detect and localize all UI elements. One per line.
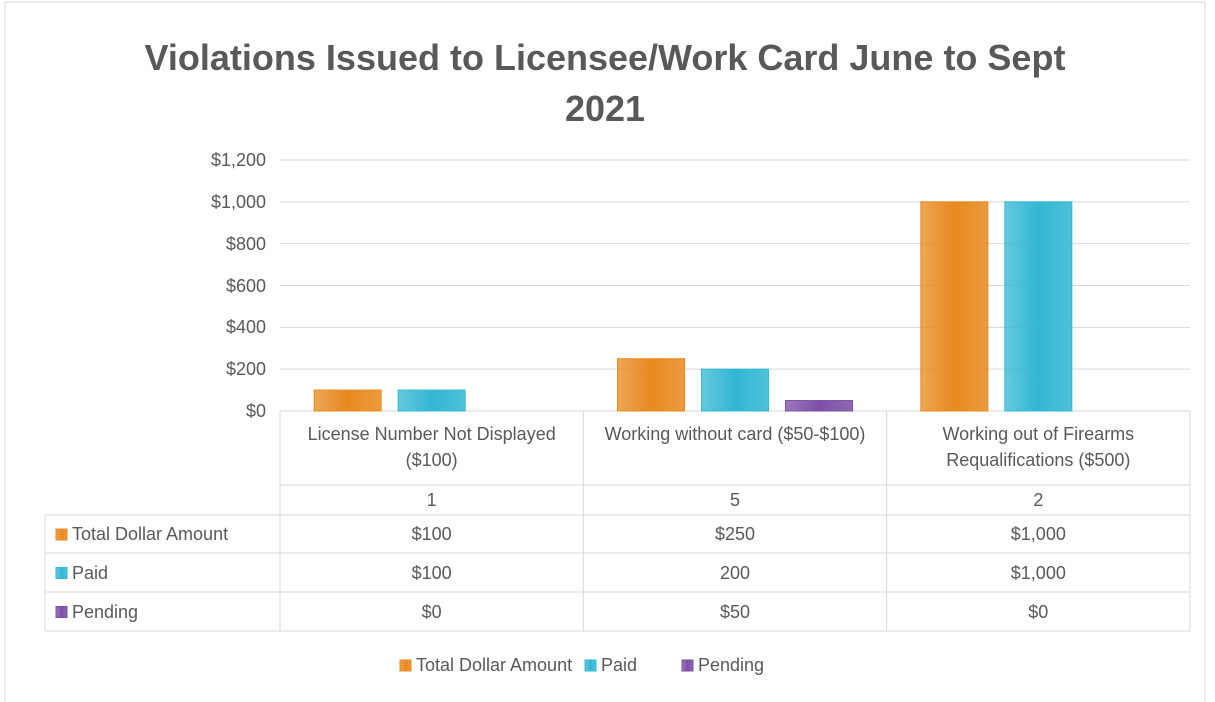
table-value: $0 (421, 601, 442, 622)
table-value: $250 (714, 524, 756, 544)
x-sub-label: 1 (426, 490, 437, 510)
table-value: $50 (719, 601, 751, 622)
bar (617, 358, 685, 412)
legend-key (681, 659, 694, 672)
table-value: $100 (411, 524, 452, 544)
table-value: $1,000 (1010, 524, 1066, 544)
legend-key (55, 606, 68, 618)
y-tick-label: $1,200 (210, 150, 266, 170)
bar (920, 201, 989, 412)
table-value: $100 (411, 562, 452, 583)
chart-title: Violations Issued to Licensee/Work Card … (144, 37, 1066, 129)
y-tick-label: $800 (225, 233, 266, 254)
bar (313, 389, 382, 412)
table-value: $0 (1028, 601, 1049, 622)
x-tick-label: Working out of Firearms Requalifications… (942, 424, 1135, 470)
x-tick-label: Working without card ($50-$100) (604, 424, 866, 444)
legend-key (584, 659, 597, 672)
x-sub-label: 5 (729, 490, 740, 510)
table-value: $1,000 (1010, 562, 1066, 583)
bar (1004, 201, 1073, 412)
legend-key (399, 659, 412, 672)
x-sub-label: 2 (1033, 490, 1044, 510)
legend-label: Paid (601, 655, 638, 675)
y-tick-label: $400 (225, 317, 266, 338)
table-value: 200 (719, 562, 751, 583)
table-row-label: Total Dollar Amount (72, 524, 229, 544)
y-tick-label: $600 (225, 275, 266, 296)
chart-border (4, 1, 1206, 702)
y-tick-label: $1,000 (210, 191, 266, 212)
legend-key (55, 567, 68, 579)
x-tick-label: License Number Not Displayed ($100) (307, 424, 556, 470)
bar (701, 368, 769, 412)
table-row-label: Pending (72, 601, 139, 622)
table-row-label: Paid (72, 562, 109, 583)
legend-label: Total Dollar Amount (416, 655, 573, 675)
bar (785, 400, 853, 412)
legend-key (55, 528, 68, 541)
y-tick-label: $200 (225, 359, 266, 380)
legend-label: Pending (698, 655, 765, 675)
y-tick-label: $0 (245, 401, 266, 421)
bar (397, 389, 466, 412)
